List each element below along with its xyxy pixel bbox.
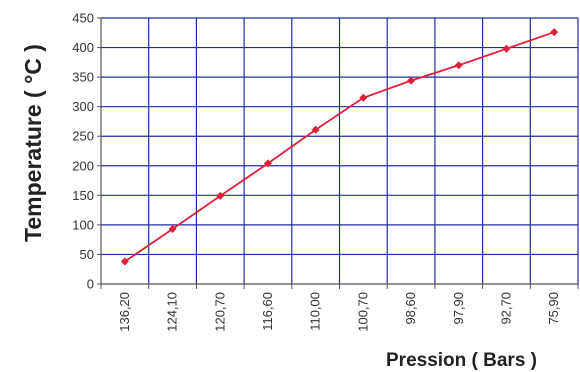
y-tick-label: 150 bbox=[72, 188, 94, 203]
data-point bbox=[550, 28, 559, 37]
x-tick-label: 75,90 bbox=[546, 292, 561, 325]
x-tick-label: 97,90 bbox=[451, 292, 466, 325]
y-tick-label: 0 bbox=[87, 277, 94, 292]
series-line bbox=[124, 31, 555, 263]
x-tick-label: 100,70 bbox=[355, 292, 370, 332]
y-tick-label: 300 bbox=[72, 99, 94, 114]
grid bbox=[101, 17, 579, 284]
data-point bbox=[502, 44, 511, 53]
x-tick-label: 92,70 bbox=[498, 292, 513, 325]
data-point bbox=[168, 225, 177, 234]
x-axis-title: Pression ( Bars ) bbox=[386, 350, 537, 371]
data-point bbox=[359, 93, 368, 102]
data-point bbox=[216, 191, 225, 200]
y-tick-label: 450 bbox=[72, 11, 94, 26]
y-tick-label: 400 bbox=[72, 40, 94, 55]
data-point bbox=[311, 125, 320, 134]
data-point bbox=[120, 257, 129, 266]
y-tick-label: 250 bbox=[72, 129, 94, 144]
y-tick-label: 350 bbox=[72, 70, 94, 85]
series-temperature bbox=[120, 28, 559, 266]
data-point bbox=[454, 61, 463, 70]
x-tick-label: 136,20 bbox=[117, 292, 132, 332]
x-tick-label: 120,70 bbox=[212, 292, 227, 332]
y-tick-label: 50 bbox=[80, 247, 94, 262]
y-tick-label: 100 bbox=[72, 217, 94, 232]
x-tick-label: 110,00 bbox=[308, 292, 323, 331]
data-point bbox=[263, 159, 272, 168]
x-tick-label: 98,60 bbox=[403, 292, 418, 325]
x-tick-label: 116,60 bbox=[260, 292, 275, 331]
x-tick-label: 124,10 bbox=[165, 292, 180, 332]
y-tick-label: 200 bbox=[72, 158, 94, 173]
y-axis-title: Temperature ( °C ) bbox=[20, 44, 46, 242]
y-tick-labels: 0 50 100 150 200 250 300 350 400 450 bbox=[72, 11, 101, 292]
data-point bbox=[407, 76, 416, 85]
x-tick-labels: 136,20 124,10 120,70 116,60 110,00 100,70 98,6… bbox=[100, 284, 579, 332]
